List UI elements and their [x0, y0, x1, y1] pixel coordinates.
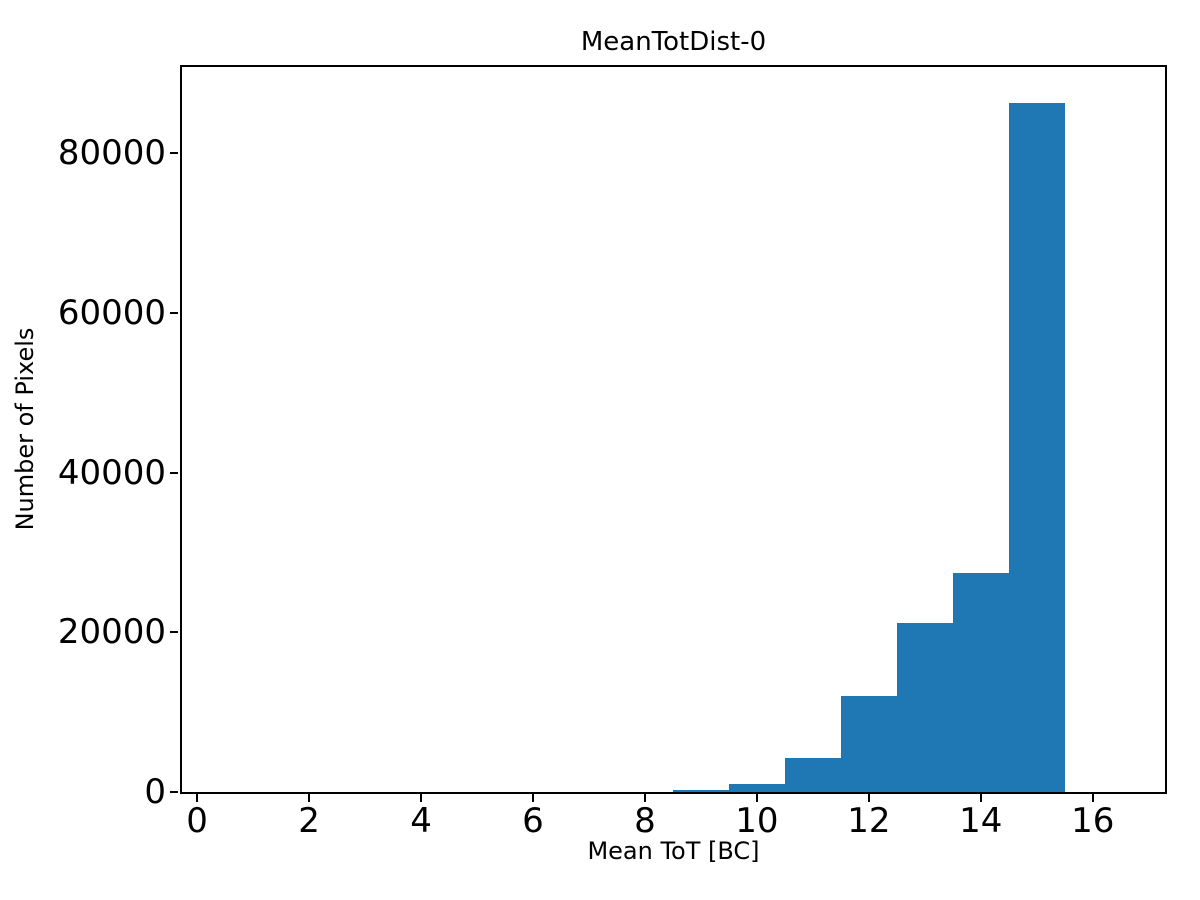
y-tick-label: 20000 — [57, 612, 166, 653]
histogram-bar — [840, 696, 897, 792]
x-tick-label: 2 — [298, 801, 320, 841]
y-tick-mark — [170, 152, 178, 155]
plot-area: 0 2 4 6 8 10 12 14 16 0 20000 40000 60000 80000 — [58, 65, 1167, 838]
y-tick-mark — [170, 471, 178, 474]
x-tick-label: 10 — [735, 801, 779, 841]
x-tick-mark — [867, 794, 870, 802]
x-tick-label: 0 — [186, 801, 208, 841]
x-tick-label: 8 — [634, 801, 656, 841]
x-tick-mark — [531, 794, 534, 802]
x-tick-mark — [979, 794, 982, 802]
x-tick-mark — [420, 794, 423, 802]
y-tick-label: 40000 — [57, 452, 166, 493]
x-tick-label: 14 — [959, 801, 1003, 841]
histogram-bar — [784, 757, 841, 792]
y-tick-mark — [170, 791, 178, 793]
x-tick-mark — [308, 794, 311, 802]
y-tick-label: 60000 — [57, 292, 166, 333]
x-tick-mark — [196, 794, 199, 802]
y-tick-mark — [170, 631, 178, 634]
histogram-bar — [728, 783, 785, 792]
x-axis-label: Mean ToT [BC] — [587, 837, 760, 865]
x-tick-label: 12 — [847, 801, 891, 841]
y-axis-label: Number of Pixels — [11, 327, 40, 531]
x-tick-mark — [643, 794, 646, 802]
histogram-bar — [1008, 102, 1065, 792]
x-tick-label: 16 — [1071, 801, 1115, 841]
histogram-bar — [952, 573, 1009, 792]
x-tick-mark — [1091, 794, 1094, 802]
x-tick-label: 6 — [522, 801, 544, 841]
y-tick-label: 0 — [144, 772, 166, 812]
y-tick-mark — [170, 311, 178, 314]
x-tick-mark — [755, 794, 758, 802]
histogram-bar — [672, 790, 729, 792]
y-tick-label: 80000 — [57, 133, 166, 174]
histogram-bar — [896, 622, 953, 792]
chart-title: MeanTotDist-0 — [580, 27, 767, 57]
x-tick-label: 4 — [410, 801, 432, 841]
